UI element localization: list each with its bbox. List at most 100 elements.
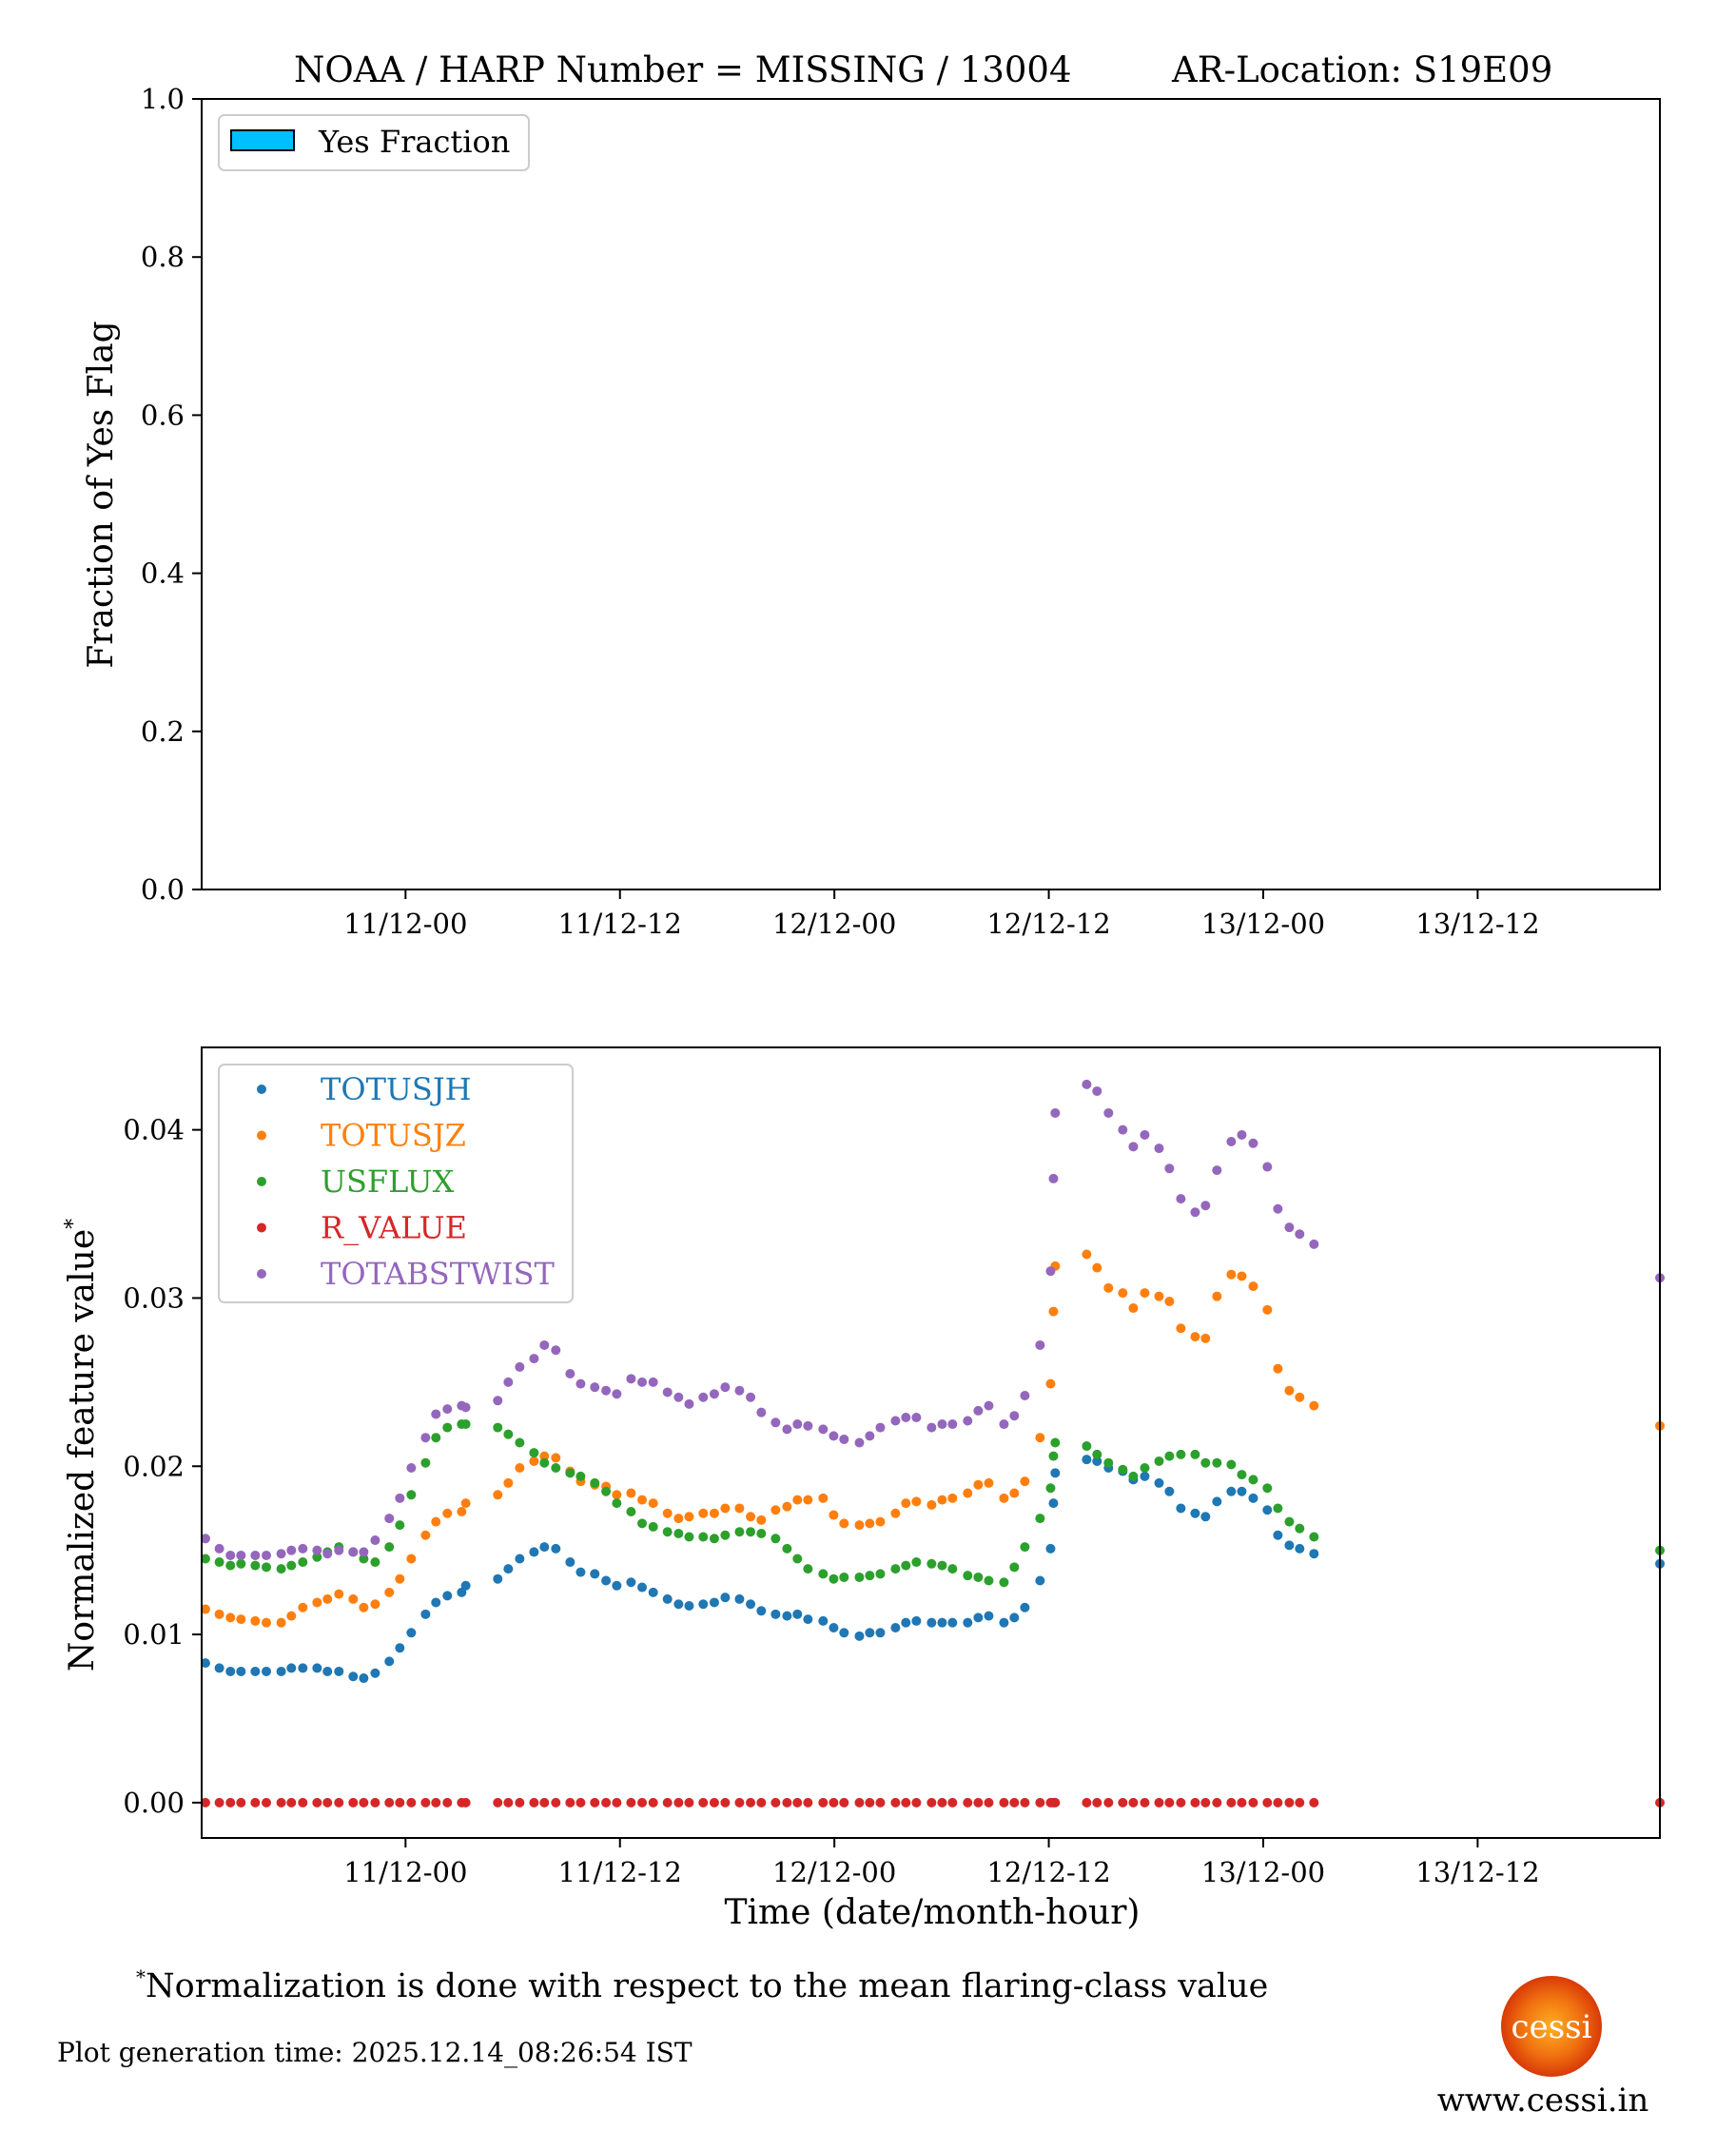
data-point-usflux: [662, 1527, 673, 1537]
data-point-r-value: [1050, 1797, 1061, 1808]
data-point-totusjz: [865, 1518, 875, 1529]
footnote-marker: *: [136, 1965, 146, 1988]
data-point-totusjz: [1020, 1476, 1030, 1487]
data-point-usflux: [698, 1532, 709, 1542]
data-point-r-value: [276, 1797, 286, 1808]
data-point-totusjh: [261, 1666, 271, 1676]
data-point-r-value: [875, 1797, 886, 1808]
data-point-usflux: [236, 1558, 246, 1569]
series-r-value: [200, 1797, 1665, 1808]
data-point-totusjh: [673, 1599, 684, 1610]
top-y-tick-label: 1.0: [141, 83, 185, 115]
data-point-totabstwist: [312, 1545, 322, 1555]
data-point-totusjz: [1045, 1378, 1056, 1389]
legend-marker-r-value: [257, 1222, 266, 1233]
data-point-totusjh: [200, 1658, 210, 1669]
data-point-totabstwist: [334, 1545, 344, 1555]
data-point-totabstwist: [575, 1378, 586, 1389]
logo-text: cessi: [1512, 2008, 1592, 2046]
data-point-usflux: [709, 1534, 719, 1544]
data-point-r-value: [442, 1797, 453, 1808]
data-point-totabstwist: [276, 1549, 286, 1559]
data-point-totusjh: [734, 1593, 745, 1604]
top-x-tick-label: 13/12-00: [1201, 908, 1325, 940]
data-point-totusjh: [286, 1663, 297, 1673]
data-point-usflux: [746, 1527, 756, 1537]
data-point-totabstwist: [875, 1422, 886, 1433]
data-point-r-value: [431, 1797, 441, 1808]
data-point-totusjz: [1248, 1281, 1258, 1292]
data-point-totabstwist: [1048, 1173, 1059, 1183]
data-point-usflux: [406, 1490, 417, 1500]
data-point-totusjz: [792, 1495, 803, 1505]
data-point-totusjh: [839, 1628, 849, 1638]
data-point-r-value: [1273, 1797, 1283, 1808]
data-point-r-value: [406, 1797, 417, 1808]
data-point-totabstwist: [1009, 1411, 1020, 1421]
data-point-totusjh: [1009, 1612, 1020, 1623]
data-point-totabstwist: [839, 1434, 849, 1444]
data-point-usflux: [1295, 1523, 1305, 1534]
data-point-r-value: [370, 1797, 380, 1808]
data-point-usflux: [1212, 1457, 1222, 1468]
bottom-x-tick-label: 12/12-00: [772, 1856, 896, 1888]
cessi-logo: cessi: [1501, 1976, 1602, 2077]
data-point-totusjz: [734, 1503, 745, 1514]
data-point-r-value: [1309, 1797, 1319, 1808]
data-point-totusjh: [999, 1617, 1009, 1628]
data-point-totusjh: [803, 1614, 813, 1625]
legend-label-usflux: USFLUX: [321, 1163, 455, 1200]
data-point-totabstwist: [1262, 1162, 1273, 1172]
data-point-totusjz: [756, 1515, 767, 1525]
data-point-totabstwist: [803, 1420, 813, 1431]
data-point-totusjz: [431, 1516, 441, 1527]
data-point-totusjz: [612, 1490, 622, 1500]
data-point-totusjz: [1190, 1332, 1200, 1342]
data-point-totusjz: [359, 1602, 369, 1612]
data-point-usflux: [395, 1520, 405, 1531]
data-point-usflux: [756, 1528, 767, 1538]
data-point-totabstwist: [551, 1345, 561, 1356]
data-point-totusjz: [999, 1493, 1009, 1503]
data-point-totabstwist: [782, 1424, 792, 1435]
data-point-totusjz: [515, 1463, 525, 1474]
data-point-r-value: [612, 1797, 622, 1808]
data-point-totabstwist: [601, 1385, 612, 1396]
data-point-totabstwist: [515, 1361, 525, 1372]
data-point-totusjh: [1048, 1498, 1059, 1509]
data-point-totabstwist: [927, 1422, 937, 1433]
data-point-r-value: [493, 1797, 503, 1808]
cessi-website-link[interactable]: www.cessi.in: [1437, 2082, 1649, 2120]
data-point-totusjz: [973, 1479, 984, 1490]
chart-title-harp: NOAA / HARP Number = MISSING / 13004: [294, 49, 1072, 90]
data-point-totusjh: [1082, 1455, 1092, 1465]
data-point-r-value: [782, 1797, 792, 1808]
data-point-usflux: [792, 1554, 803, 1564]
chart-title-location: AR-Location: S19E09: [1171, 49, 1552, 90]
data-point-r-value: [901, 1797, 911, 1808]
data-point-r-value: [973, 1797, 984, 1808]
data-point-totusjh: [865, 1628, 875, 1638]
data-point-totabstwist: [626, 1374, 636, 1384]
data-point-r-value: [626, 1797, 636, 1808]
data-point-totusjh: [1262, 1505, 1273, 1515]
data-point-totusjh: [431, 1597, 441, 1608]
data-point-totusjh: [648, 1587, 658, 1597]
data-point-totabstwist: [590, 1382, 600, 1393]
data-point-totusjz: [420, 1530, 431, 1540]
top-chart-yes-fraction: 11/12-00 11/12-12 12/12-00 12/12-12 13/12-00…: [82, 83, 1661, 940]
data-point-usflux: [911, 1557, 922, 1568]
data-point-usflux: [370, 1557, 380, 1568]
data-point-totusjz: [1309, 1400, 1319, 1411]
data-point-totabstwist: [890, 1416, 901, 1426]
data-point-totusjz: [720, 1503, 731, 1514]
data-point-totusjz: [947, 1493, 958, 1503]
data-point-totabstwist: [1118, 1124, 1128, 1135]
data-point-totusjh: [720, 1593, 731, 1603]
data-point-totusjz: [1273, 1363, 1283, 1374]
data-point-usflux: [770, 1534, 781, 1544]
data-point-totusjz: [854, 1520, 865, 1531]
plot-generation-time: Plot generation time: 2025.12.14_08:26:5…: [57, 2037, 692, 2068]
data-point-usflux: [575, 1471, 586, 1481]
